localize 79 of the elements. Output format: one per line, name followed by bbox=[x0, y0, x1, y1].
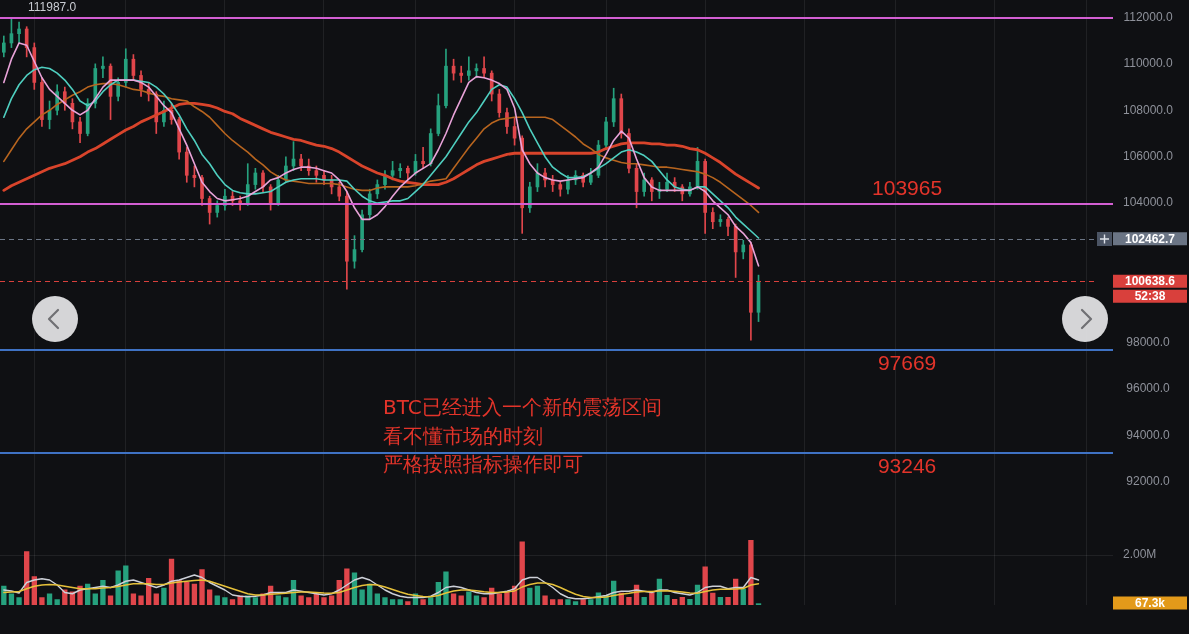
bar bbox=[389, 599, 396, 605]
bar bbox=[153, 593, 159, 605]
bar bbox=[8, 593, 15, 605]
bar bbox=[527, 587, 533, 605]
bar bbox=[496, 593, 502, 605]
text: 67.3k bbox=[1134, 595, 1166, 610]
bar bbox=[359, 589, 365, 605]
bar bbox=[306, 597, 312, 605]
bar bbox=[740, 588, 746, 605]
bar bbox=[16, 597, 22, 605]
bar bbox=[222, 597, 228, 605]
bar bbox=[420, 599, 426, 605]
y-tick-label: 92000.0 bbox=[1126, 474, 1171, 489]
bar bbox=[344, 568, 350, 605]
bar bbox=[443, 571, 449, 605]
bar bbox=[428, 597, 434, 605]
bar bbox=[550, 599, 556, 605]
annotation: 严格按照指标操作即可 bbox=[383, 452, 583, 477]
ref-line-label: 100638.6 52:38 bbox=[1124, 274, 1176, 304]
y-tick-label: 2.00M bbox=[1123, 547, 1157, 562]
bar bbox=[565, 599, 571, 605]
bar bbox=[542, 595, 548, 605]
bar bbox=[374, 593, 381, 605]
bar bbox=[138, 595, 144, 605]
bar bbox=[679, 597, 685, 605]
bar bbox=[481, 597, 487, 605]
bar bbox=[466, 591, 472, 605]
bar bbox=[641, 597, 647, 605]
y-tick-label: 110000.0 bbox=[1123, 56, 1173, 71]
bar bbox=[46, 593, 53, 605]
ref-line-label: 103965 bbox=[872, 176, 943, 200]
bar bbox=[184, 582, 190, 605]
ref-line-label: 93246 bbox=[877, 454, 937, 478]
annotation: BTC已经进入一个新的震荡区间 bbox=[383, 395, 662, 420]
bar bbox=[39, 597, 45, 605]
bar bbox=[588, 599, 594, 605]
bar bbox=[572, 601, 579, 605]
bar bbox=[534, 585, 541, 605]
annotation: 看不懂市场的时刻 bbox=[383, 423, 543, 448]
bar bbox=[176, 580, 182, 605]
bar bbox=[725, 597, 731, 605]
bar bbox=[298, 595, 304, 605]
bar bbox=[206, 589, 213, 605]
ref-line-label: 97669 bbox=[877, 351, 937, 375]
bar bbox=[397, 599, 403, 605]
bar bbox=[130, 593, 137, 605]
y-tick-label: 94000.0 bbox=[1126, 427, 1171, 442]
y-tick-label: 106000.0 bbox=[1122, 149, 1174, 164]
bar bbox=[161, 587, 167, 605]
bar bbox=[671, 599, 678, 605]
y-tick-label: 96000.0 bbox=[1126, 381, 1171, 396]
bar bbox=[92, 593, 98, 605]
bar bbox=[649, 592, 655, 605]
bar bbox=[626, 597, 632, 605]
bar bbox=[702, 566, 708, 605]
bar bbox=[450, 593, 457, 605]
bar bbox=[405, 601, 411, 605]
bar bbox=[54, 599, 60, 605]
bar bbox=[191, 583, 198, 605]
bar bbox=[229, 599, 236, 605]
bar bbox=[687, 599, 693, 605]
bar bbox=[748, 540, 754, 605]
ref-line-label: 102462.7 bbox=[1124, 231, 1176, 246]
y-tick-label: 98000.0 bbox=[1126, 334, 1171, 349]
bar bbox=[252, 597, 259, 605]
bar bbox=[283, 597, 289, 605]
bar bbox=[664, 595, 670, 605]
y-tick-label: 104000.0 bbox=[1122, 195, 1174, 210]
bar bbox=[199, 569, 205, 605]
bar bbox=[321, 597, 327, 605]
bar bbox=[580, 599, 586, 605]
bar bbox=[382, 597, 388, 605]
annotation: 111987.0 bbox=[28, 0, 77, 15]
y-tick-label: 108000.0 bbox=[1122, 102, 1174, 117]
bar bbox=[115, 570, 121, 605]
bar bbox=[557, 599, 563, 605]
bar bbox=[717, 597, 724, 605]
bar bbox=[710, 592, 716, 605]
y-tick-label: 112000.0 bbox=[1123, 9, 1173, 24]
